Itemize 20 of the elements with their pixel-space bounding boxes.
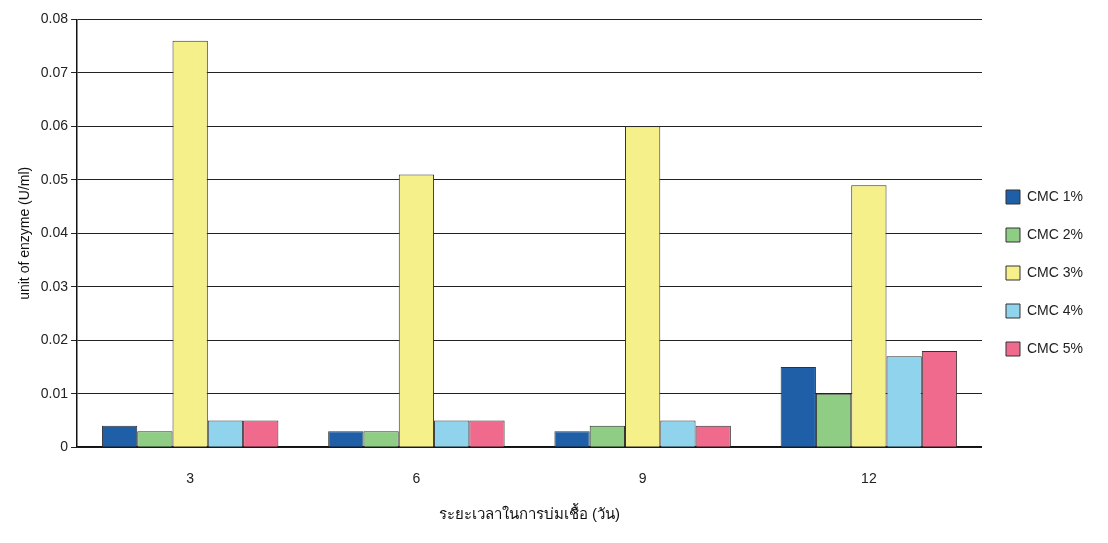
y-tick-label: 0.05 <box>40 170 69 187</box>
x-axis-title: ระยะเวลาในการบ่มเชื้อ (วัน) <box>438 503 621 523</box>
legend-label: CMC 2% <box>1026 225 1084 242</box>
y-tick-label: 0.06 <box>40 117 69 134</box>
x-tick-label: 12 <box>861 470 877 487</box>
y-tick-label: 0.01 <box>40 384 69 401</box>
y-tick-label: 0 <box>60 438 69 455</box>
legend-label: CMC 5% <box>1026 339 1084 356</box>
y-tick-label: 0.07 <box>40 63 69 80</box>
x-tick-label: 6 <box>412 470 421 487</box>
x-tick-label: 9 <box>638 470 647 487</box>
y-tick-label: 0.02 <box>40 331 69 348</box>
x-tick-label: 3 <box>186 470 195 487</box>
legend-label: CMC 1% <box>1026 187 1084 204</box>
y-tick-label: 0.03 <box>40 277 69 294</box>
y-axis-title: unit of enzyme (U/ml) <box>16 166 33 300</box>
legend-label: CMC 4% <box>1026 301 1084 318</box>
y-tick-label: 0.04 <box>40 224 69 241</box>
y-tick-label: 0.08 <box>40 10 69 27</box>
legend-label: CMC 3% <box>1026 263 1084 280</box>
